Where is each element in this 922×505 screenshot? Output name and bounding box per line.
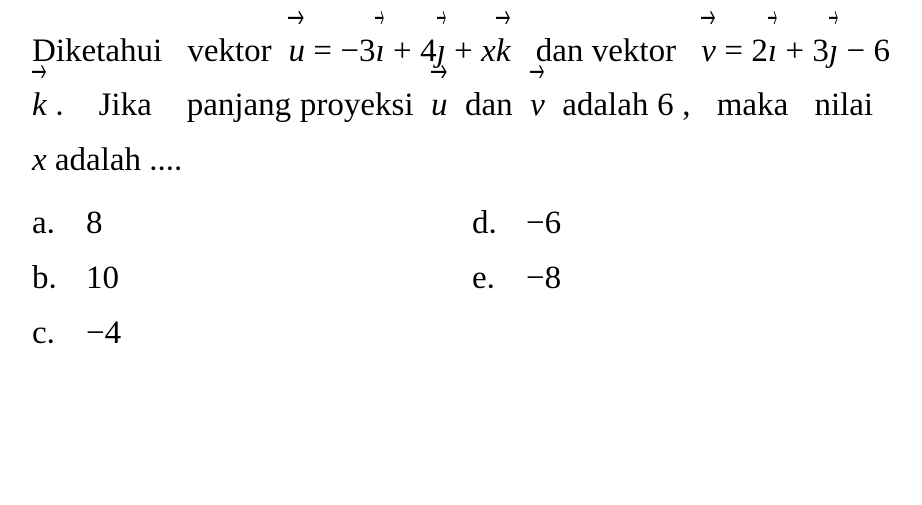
vector-v: v	[530, 78, 545, 132]
vector-arrow-icon	[701, 8, 716, 25]
vector-i: ı	[375, 24, 384, 78]
vector-v: v	[701, 24, 716, 78]
text-maka: maka	[717, 87, 788, 123]
problem-statement: Diketahui vektor u = −3 ı + 4 ȷ + x k da…	[32, 24, 890, 187]
option-value: 10	[78, 260, 119, 297]
vector-arrow-icon	[375, 8, 384, 25]
eq-text: − 6	[838, 33, 890, 69]
option-label: e.	[472, 260, 518, 297]
eq-text: + 3	[777, 33, 829, 69]
option-a: a. 8	[32, 205, 432, 242]
text-adalah-6: adalah 6 ,	[562, 87, 690, 123]
var-x: x	[481, 33, 496, 69]
option-c: c. −4	[32, 315, 432, 352]
text-jika: Jika	[99, 87, 152, 123]
text-vektor-1: vektor	[187, 33, 271, 69]
vector-k: k	[32, 78, 47, 132]
eq-text: = −3	[305, 33, 376, 69]
option-label: b.	[32, 260, 78, 297]
text-vektor-2: vektor	[592, 33, 676, 69]
text-nilai: nilai	[814, 87, 873, 123]
option-d: d. −6	[472, 205, 872, 242]
option-value: 8	[78, 205, 103, 242]
option-value: −6	[518, 205, 561, 242]
vector-k: k	[496, 24, 511, 78]
vector-j: ȷ	[829, 24, 838, 78]
vector-u: u	[288, 24, 305, 78]
eq-text: + 4	[385, 33, 437, 69]
vector-arrow-icon	[829, 8, 838, 25]
vector-u: u	[431, 78, 448, 132]
vector-arrow-icon	[288, 8, 305, 25]
options-container: a. 8 d. −6 b. 10 e. −8 c. −4	[32, 205, 890, 352]
text-dan-2: dan	[465, 87, 513, 123]
vector-arrow-icon	[768, 8, 777, 25]
text-dan: dan	[536, 33, 584, 69]
var-x: x	[32, 142, 47, 178]
vector-arrow-icon	[496, 8, 511, 25]
text-proyeksi: proyeksi	[300, 87, 414, 123]
period: .	[47, 87, 64, 123]
vector-i: ı	[768, 24, 777, 78]
text-adalah: adalah ....	[55, 142, 182, 178]
text-diketahui: Diketahui	[32, 33, 162, 69]
option-value: −4	[78, 315, 121, 352]
eq-text: = 2	[716, 33, 768, 69]
vector-j: ȷ	[437, 24, 446, 78]
vector-arrow-icon	[437, 8, 446, 25]
option-b: b. 10	[32, 260, 432, 297]
option-label: d.	[472, 205, 518, 242]
eq-text: +	[446, 33, 481, 69]
option-label: c.	[32, 315, 78, 352]
option-e: e. −8	[472, 260, 872, 297]
option-value: −8	[518, 260, 561, 297]
text-panjang: panjang	[187, 87, 291, 123]
option-label: a.	[32, 205, 78, 242]
